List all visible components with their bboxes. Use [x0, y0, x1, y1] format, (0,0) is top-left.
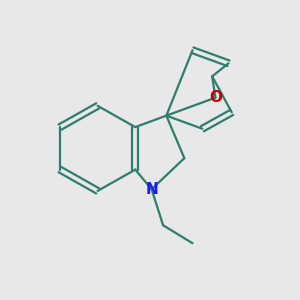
Text: N: N [145, 182, 158, 197]
Text: O: O [209, 90, 222, 105]
